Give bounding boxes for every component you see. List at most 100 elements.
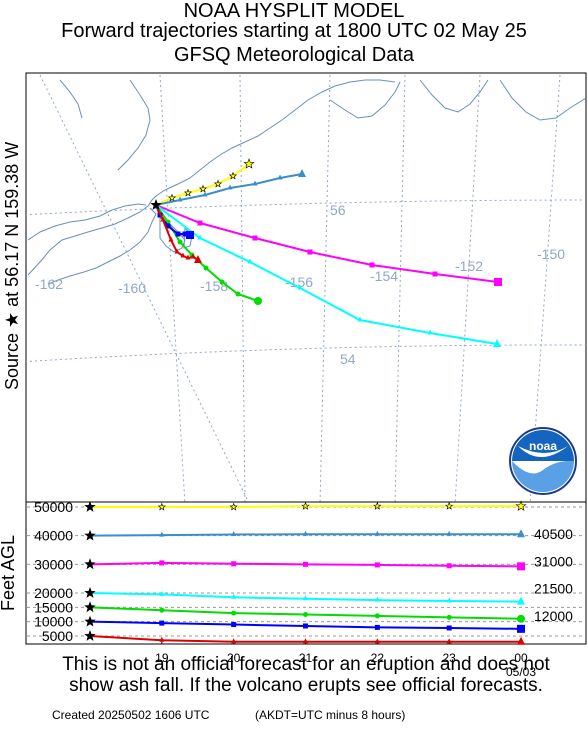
right-height-label: 21500 <box>534 581 573 597</box>
height-marker <box>373 501 382 510</box>
height-marker <box>159 560 165 566</box>
height-marker <box>446 638 452 644</box>
created-timestamp: Created 20250502 1606 UTC <box>52 708 210 722</box>
height-marker <box>517 636 525 645</box>
noaa-logo-wave <box>512 460 574 492</box>
x-tick-label: 22 <box>371 651 385 665</box>
latitude-label: 54 <box>340 351 356 367</box>
x-date-label: 05/03 <box>506 665 536 679</box>
y-tick-label: 30000 <box>34 556 73 572</box>
height-marker <box>303 623 308 629</box>
trajectory-marker <box>175 231 181 237</box>
trajectory-marker <box>165 223 171 229</box>
trajectory-marker <box>307 249 313 255</box>
start-star <box>84 601 96 613</box>
coastline <box>27 203 147 241</box>
trajectory-marker <box>243 158 255 169</box>
height-marker <box>159 607 165 613</box>
height-marker <box>231 610 237 616</box>
trajectory-marker <box>432 271 438 277</box>
height-marker <box>446 530 452 536</box>
height-marker <box>446 625 452 631</box>
longitude-label: -154 <box>370 268 398 284</box>
trajectory-marker <box>177 239 183 245</box>
coastline <box>59 79 83 119</box>
x-tick-label: 00 <box>514 651 528 665</box>
right-height-label: 12000 <box>534 608 573 624</box>
trajectory-marker <box>277 174 283 180</box>
y-tick-label: 40000 <box>34 528 73 544</box>
height-marker <box>374 624 380 630</box>
right-height-label: 40500 <box>534 526 573 542</box>
height-marker <box>517 614 525 623</box>
height-marker <box>231 561 237 567</box>
y-tick-label: 20000 <box>34 585 73 601</box>
trajectory-marker <box>168 236 174 242</box>
source-star <box>150 199 162 210</box>
longitude-label: -152 <box>455 258 483 274</box>
x-tick-label: 21 <box>299 651 313 665</box>
noaa-logo-text: noaa <box>529 439 557 453</box>
met-data-label: GFSQ Meteorological Data <box>173 44 415 66</box>
latitude-label: 56 <box>330 202 346 218</box>
height-marker <box>515 500 527 511</box>
y-tick-label: 10000 <box>34 614 73 630</box>
trajectory-marker <box>235 291 241 297</box>
trajectory-marker <box>228 171 238 180</box>
height-marker <box>231 593 237 599</box>
trajectory-marker <box>174 248 180 254</box>
height-marker <box>517 624 525 633</box>
height-marker <box>303 612 308 617</box>
noaa-logo: noaa <box>509 427 577 495</box>
height-marker <box>374 613 380 619</box>
trajectory-marker <box>198 184 208 193</box>
height-marker <box>303 530 308 536</box>
height-marker <box>303 561 308 567</box>
meridian-line <box>319 74 331 502</box>
akdt-note: (AKDT=UTC minus 8 hours) <box>255 708 406 722</box>
trajectory-marker <box>357 316 363 322</box>
trajectory-marker <box>203 265 209 271</box>
longitude-label: -160 <box>118 280 146 296</box>
trajectory-marker <box>254 297 262 305</box>
height-marker <box>231 622 237 628</box>
x-tick-label: 23 <box>442 651 456 665</box>
height-marker <box>444 501 454 510</box>
coastline <box>47 207 157 285</box>
trajectory-marker <box>252 180 258 186</box>
meridian-line <box>529 74 561 502</box>
trajectory-marker <box>427 329 433 335</box>
longitude-label: -156 <box>285 274 313 290</box>
trajectory-marker <box>297 284 303 290</box>
trajectory-marker <box>186 231 194 239</box>
start-star <box>84 615 96 627</box>
trajectory-marker <box>369 262 375 268</box>
height-marker <box>159 531 165 537</box>
height-marker <box>374 638 380 644</box>
height-marker <box>374 530 380 536</box>
coastline <box>419 79 489 113</box>
trajectory-marker <box>185 254 191 260</box>
meridian-line <box>239 74 246 502</box>
trajectory-marker <box>183 188 193 197</box>
trajectory-marker <box>219 279 225 285</box>
meridian-line <box>454 74 481 502</box>
height-marker <box>374 562 380 568</box>
trajectory-marker <box>227 184 233 190</box>
chart-subtitle: Forward trajectories starting at 1800 UT… <box>61 20 527 42</box>
trajectory-marker <box>167 193 177 202</box>
height-marker <box>446 614 452 620</box>
trajectory-marker <box>160 216 166 222</box>
height-marker <box>446 563 452 569</box>
meridian-line <box>394 74 406 502</box>
right-height-label: 31000 <box>534 553 573 569</box>
trajectory-marker <box>493 339 501 347</box>
latitude-54-line <box>26 344 586 363</box>
coastline <box>117 79 151 171</box>
longitude-label: -158 <box>200 278 228 294</box>
trajectory-path <box>155 163 250 206</box>
height-marker <box>517 596 525 605</box>
height-marker <box>159 590 165 596</box>
